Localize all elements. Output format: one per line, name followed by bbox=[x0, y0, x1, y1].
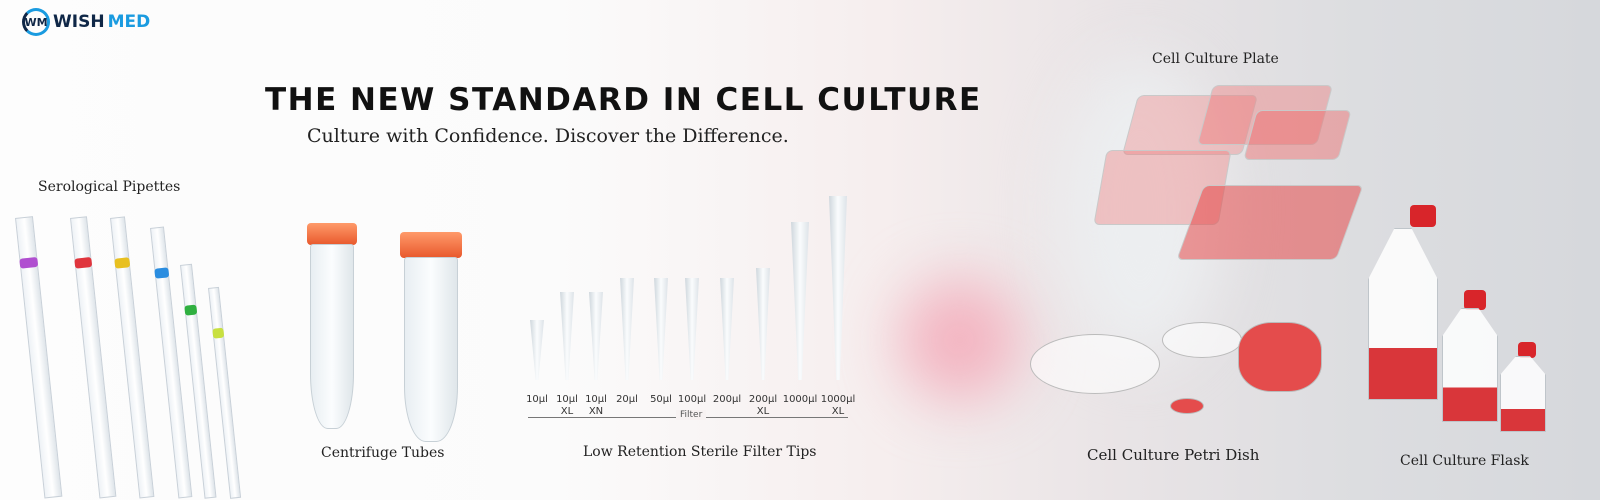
pipette-tip bbox=[829, 196, 847, 380]
color-band bbox=[154, 267, 169, 279]
tip-size-label: 10µl XL bbox=[556, 394, 578, 417]
pipette-tip bbox=[620, 278, 634, 380]
color-band bbox=[74, 257, 92, 269]
tip-size-label: 200µl bbox=[712, 394, 742, 405]
tip-size-label: 200µl XL bbox=[748, 394, 778, 417]
pipette-tip bbox=[530, 320, 544, 380]
label-tubes: Centrifuge Tubes bbox=[321, 445, 445, 461]
label-pipettes: Serological Pipettes bbox=[38, 179, 181, 195]
label-plate: Cell Culture Plate bbox=[1152, 51, 1279, 67]
tip-size-label: 100µl bbox=[677, 394, 707, 405]
pipette-tip bbox=[589, 292, 603, 380]
tip-size-label: 1000µl bbox=[782, 394, 818, 405]
color-band bbox=[114, 257, 131, 269]
tip-size-label: 1000µl XL bbox=[820, 394, 856, 417]
logo-text-light: MED bbox=[107, 12, 151, 32]
pipette-tip bbox=[791, 222, 809, 380]
pipette bbox=[70, 216, 116, 499]
pink-glow bbox=[900, 280, 1020, 400]
tip-size-label: 20µl bbox=[616, 394, 638, 405]
filter-label: Filter bbox=[676, 410, 707, 420]
pipette bbox=[15, 216, 63, 499]
label-tips: Low Retention Sterile Filter Tips bbox=[583, 444, 817, 460]
label-flask: Cell Culture Flask bbox=[1400, 453, 1529, 469]
tip-size-label: 10µl XN bbox=[585, 394, 607, 417]
pipette-tip bbox=[756, 268, 770, 380]
pipette bbox=[110, 216, 155, 499]
pipette-tip bbox=[685, 278, 699, 380]
pipette-tip bbox=[654, 278, 668, 380]
logo-text-dark: WISH bbox=[53, 12, 105, 32]
pipette-tip bbox=[720, 278, 734, 380]
tip-size-label: 10µl bbox=[526, 394, 548, 405]
logo-mark-icon: WM bbox=[22, 8, 50, 36]
logo[interactable]: WM WISH MED bbox=[22, 8, 150, 36]
color-band bbox=[184, 304, 198, 316]
tip-size-label: 50µl bbox=[650, 394, 672, 405]
color-band bbox=[212, 327, 224, 339]
color-band bbox=[19, 256, 39, 269]
hero-subtitle: Culture with Confidence. Discover the Di… bbox=[307, 125, 789, 147]
label-petri: Cell Culture Petri Dish bbox=[1087, 446, 1260, 464]
hero-title: THE NEW STANDARD IN CELL CULTURE bbox=[265, 82, 982, 118]
pipette-tip bbox=[560, 292, 574, 380]
